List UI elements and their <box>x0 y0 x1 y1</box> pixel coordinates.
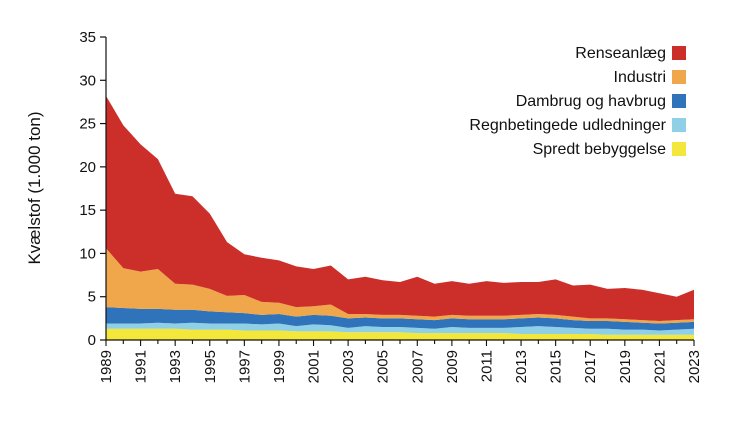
legend-swatch <box>672 46 686 60</box>
axes: 0 5 10 15 20 25 30 35 1989 1991 1993 1995 1997 1999 2… <box>79 29 703 383</box>
legend-swatch <box>672 142 686 156</box>
x-tick-label: 1989 <box>98 350 115 383</box>
legend-swatch <box>672 118 686 132</box>
y-tick-label: 25 <box>79 116 96 133</box>
y-axis-ticks: 0 5 10 15 20 25 30 35 <box>79 29 106 349</box>
legend-label: Regnbetingede udledninger <box>469 117 666 134</box>
legend-label: Renseanlæg <box>575 45 666 62</box>
area-series-4 <box>106 95 694 321</box>
area-series-1 <box>106 322 694 335</box>
x-tick-label: 1999 <box>271 350 288 383</box>
area-series-2 <box>106 307 694 331</box>
x-tick-label: 2011 <box>478 350 495 382</box>
y-tick-label: 15 <box>79 202 96 219</box>
y-tick-label: 30 <box>79 72 96 89</box>
y-tick-label: 35 <box>79 29 96 46</box>
area-layers <box>106 95 694 340</box>
x-tick-label: 1997 <box>236 350 253 383</box>
x-tick-label: 1993 <box>167 350 184 383</box>
legend: Renseanlæg Industri Dambrug og havbrug Regn… <box>469 45 686 158</box>
x-tick-label: 2017 <box>582 350 599 383</box>
area-series-3 <box>106 248 694 324</box>
x-tick-label: 2003 <box>340 350 357 383</box>
x-tick-label: 2005 <box>375 350 392 383</box>
area-series-0 <box>106 328 694 340</box>
x-axis-ticks: 1989 1991 1993 1995 1997 1999 2001 2003 2005 2007… <box>98 340 703 383</box>
x-tick-label: 2007 <box>409 350 426 383</box>
legend-label: Dambrug og havbrug <box>516 93 666 110</box>
x-tick-label: 2023 <box>686 350 703 383</box>
y-axis-label: Kvælstof (1.000 ton) <box>25 111 44 264</box>
x-tick-label: 2021 <box>651 350 668 383</box>
legend-label: Spredt bebyggelse <box>533 141 667 158</box>
x-tick-label: 2009 <box>444 350 461 383</box>
x-tick-label: 2019 <box>617 350 634 383</box>
x-tick-label: 2001 <box>306 350 323 383</box>
x-tick-label: 1991 <box>133 350 150 383</box>
y-tick-label: 10 <box>79 245 96 262</box>
legend-swatch <box>672 94 686 108</box>
x-tick-label: 2013 <box>513 350 530 383</box>
x-tick-label: 1995 <box>202 350 219 383</box>
y-tick-label: 5 <box>88 289 96 306</box>
x-tick-label: 2015 <box>548 350 565 383</box>
legend-label: Industri <box>614 69 666 86</box>
y-tick-label: 20 <box>79 159 96 176</box>
y-tick-label: 0 <box>88 332 96 349</box>
legend-swatch <box>672 70 686 84</box>
